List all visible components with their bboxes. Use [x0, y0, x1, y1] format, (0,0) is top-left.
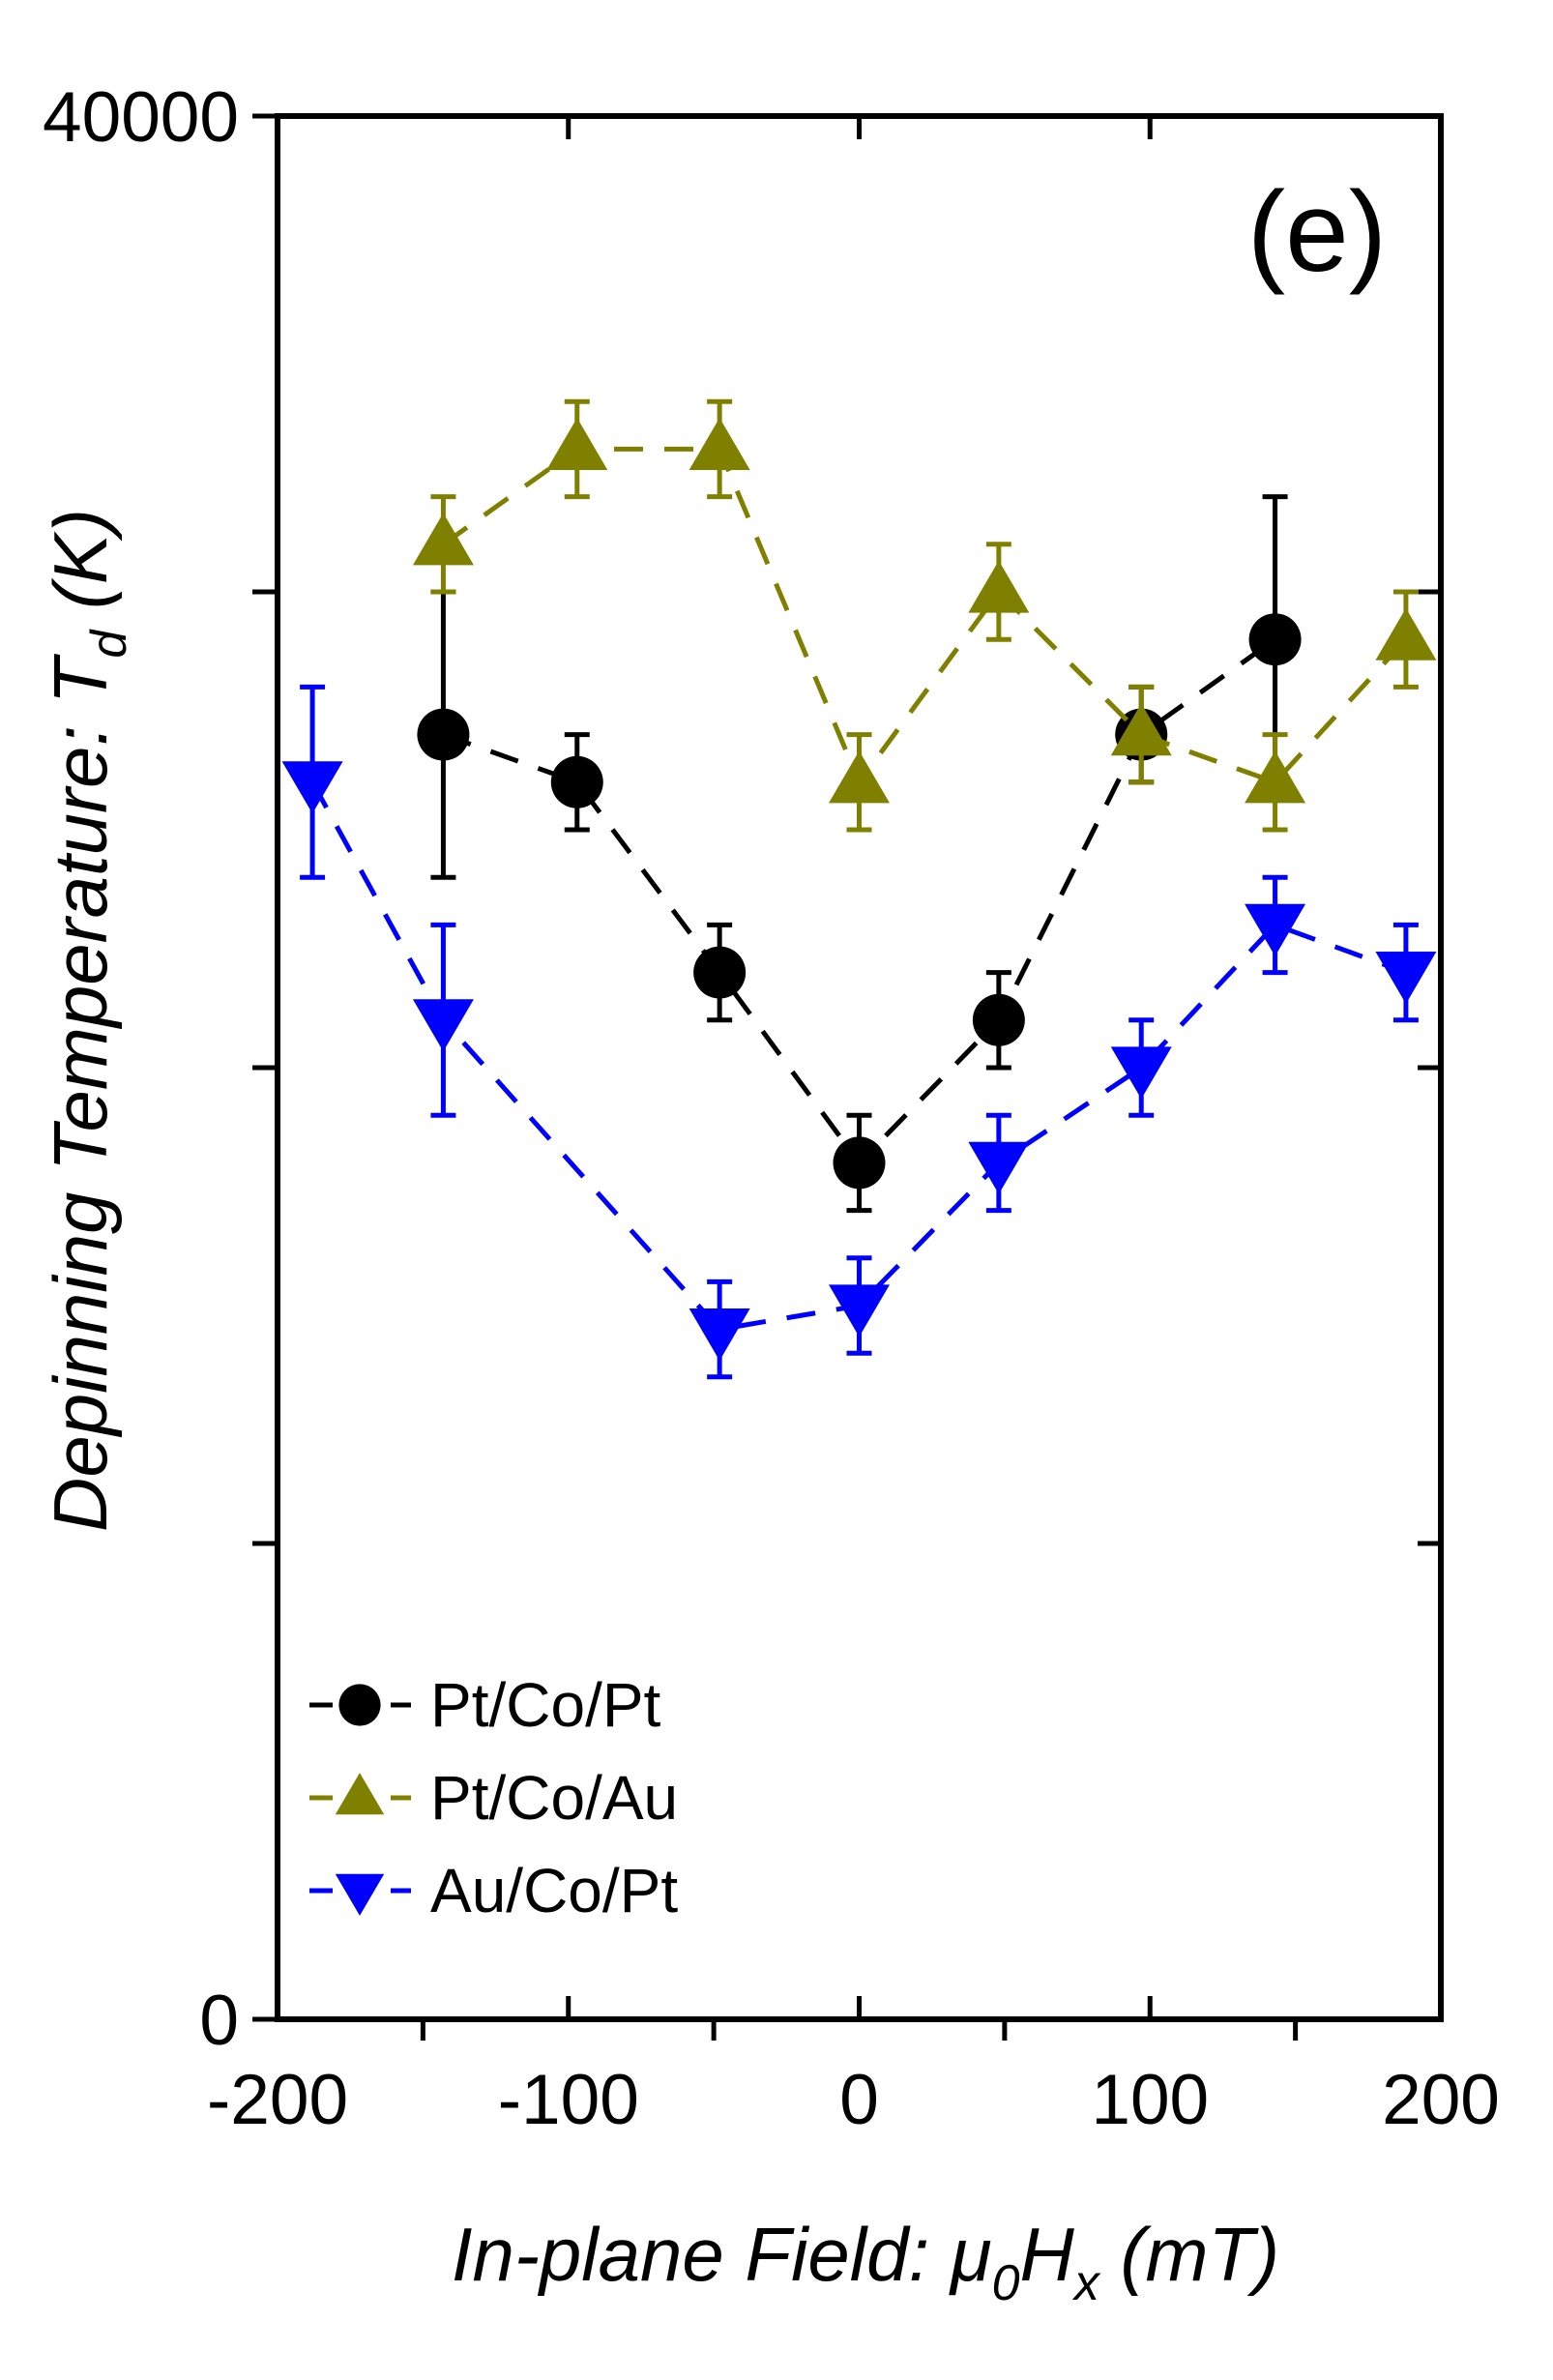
legend-label-pt-co-au: Pt/Co/Au — [430, 1763, 678, 1833]
legend: Pt/Co/Pt Pt/Co/Au Au/Co/Pt — [309, 1670, 678, 1925]
legend-marker-pt-co-pt — [338, 1684, 381, 1726]
x-axis-title-main: In-plane Field: μ — [452, 2212, 992, 2297]
data-point-au-co-pt — [968, 1141, 1030, 1194]
data-point-pt-co-au — [1110, 703, 1172, 756]
data-point-au-co-pt — [281, 761, 343, 814]
plot-frame — [275, 113, 1444, 2022]
x-axis-title-sub1: 0 — [992, 2255, 1020, 2311]
series-au-co-pt — [281, 684, 1437, 1380]
series-line-pt-co-au — [441, 446, 1408, 785]
legend-entry-pt-co-pt: Pt/Co/Pt — [309, 1670, 661, 1740]
series-layer — [281, 398, 1437, 1380]
legend-entry-pt-co-au: Pt/Co/Au — [309, 1763, 678, 1833]
legend-marker-pt-co-au — [335, 1773, 385, 1815]
y-axis-title-tail: (K) — [38, 509, 123, 631]
y-axis-title-main: Depinning Temperature: T — [38, 653, 123, 1532]
x-axis-title-sub2: x — [1071, 2255, 1101, 2311]
legend-entry-au-co-pt: Au/Co/Pt — [309, 1856, 678, 1925]
tick-labels: -200 -100 0 100 200 0 40000 — [43, 78, 1500, 2139]
y-axis-title: Depinning Temperature: Td (K) — [38, 509, 137, 1532]
x-tick-label: -200 — [207, 2061, 348, 2139]
data-point-au-co-pt — [689, 1308, 750, 1361]
x-tick-label: 100 — [1091, 2061, 1209, 2139]
data-point-pt-co-au — [1245, 750, 1306, 804]
data-point-pt-co-pt — [550, 755, 603, 808]
legend-label-pt-co-pt: Pt/Co/Pt — [430, 1670, 661, 1740]
x-tick-label: 200 — [1382, 2061, 1500, 2139]
data-point-pt-co-au — [689, 418, 750, 470]
series-line-au-co-pt — [309, 780, 1407, 1333]
data-point-pt-co-au — [829, 750, 890, 804]
data-point-pt-co-au — [546, 418, 608, 470]
x-axis-title-tail: (mT) — [1099, 2212, 1279, 2297]
series-pt-co-au — [412, 398, 1437, 833]
data-point-pt-co-au — [412, 513, 474, 566]
y-tick-label: 0 — [199, 1982, 239, 2060]
data-point-pt-co-au — [968, 560, 1030, 613]
data-point-pt-co-pt — [972, 993, 1025, 1046]
legend-marker-au-co-pt — [335, 1873, 385, 1916]
y-axis-title-sub: d — [81, 629, 137, 659]
x-tick-label: 0 — [839, 2061, 879, 2139]
data-point-pt-co-au — [1375, 607, 1437, 661]
data-point-au-co-pt — [1245, 903, 1306, 956]
data-point-au-co-pt — [1375, 952, 1437, 1004]
data-point-au-co-pt — [1110, 1046, 1172, 1100]
data-point-pt-co-pt — [417, 708, 470, 761]
x-axis-title-mid: H — [1020, 2212, 1075, 2297]
data-point-pt-co-pt — [1248, 613, 1302, 666]
legend-label-au-co-pt: Au/Co/Pt — [430, 1856, 678, 1925]
x-axis-title: In-plane Field: μ0Hx (mT) — [452, 2212, 1279, 2311]
data-point-au-co-pt — [829, 1284, 890, 1337]
x-tick-label: -100 — [498, 2061, 639, 2139]
data-point-pt-co-pt — [693, 946, 747, 999]
data-point-au-co-pt — [412, 999, 474, 1052]
y-tick-label: 40000 — [43, 78, 239, 157]
data-point-pt-co-pt — [833, 1136, 886, 1190]
panel-label: (e) — [1247, 168, 1387, 296]
